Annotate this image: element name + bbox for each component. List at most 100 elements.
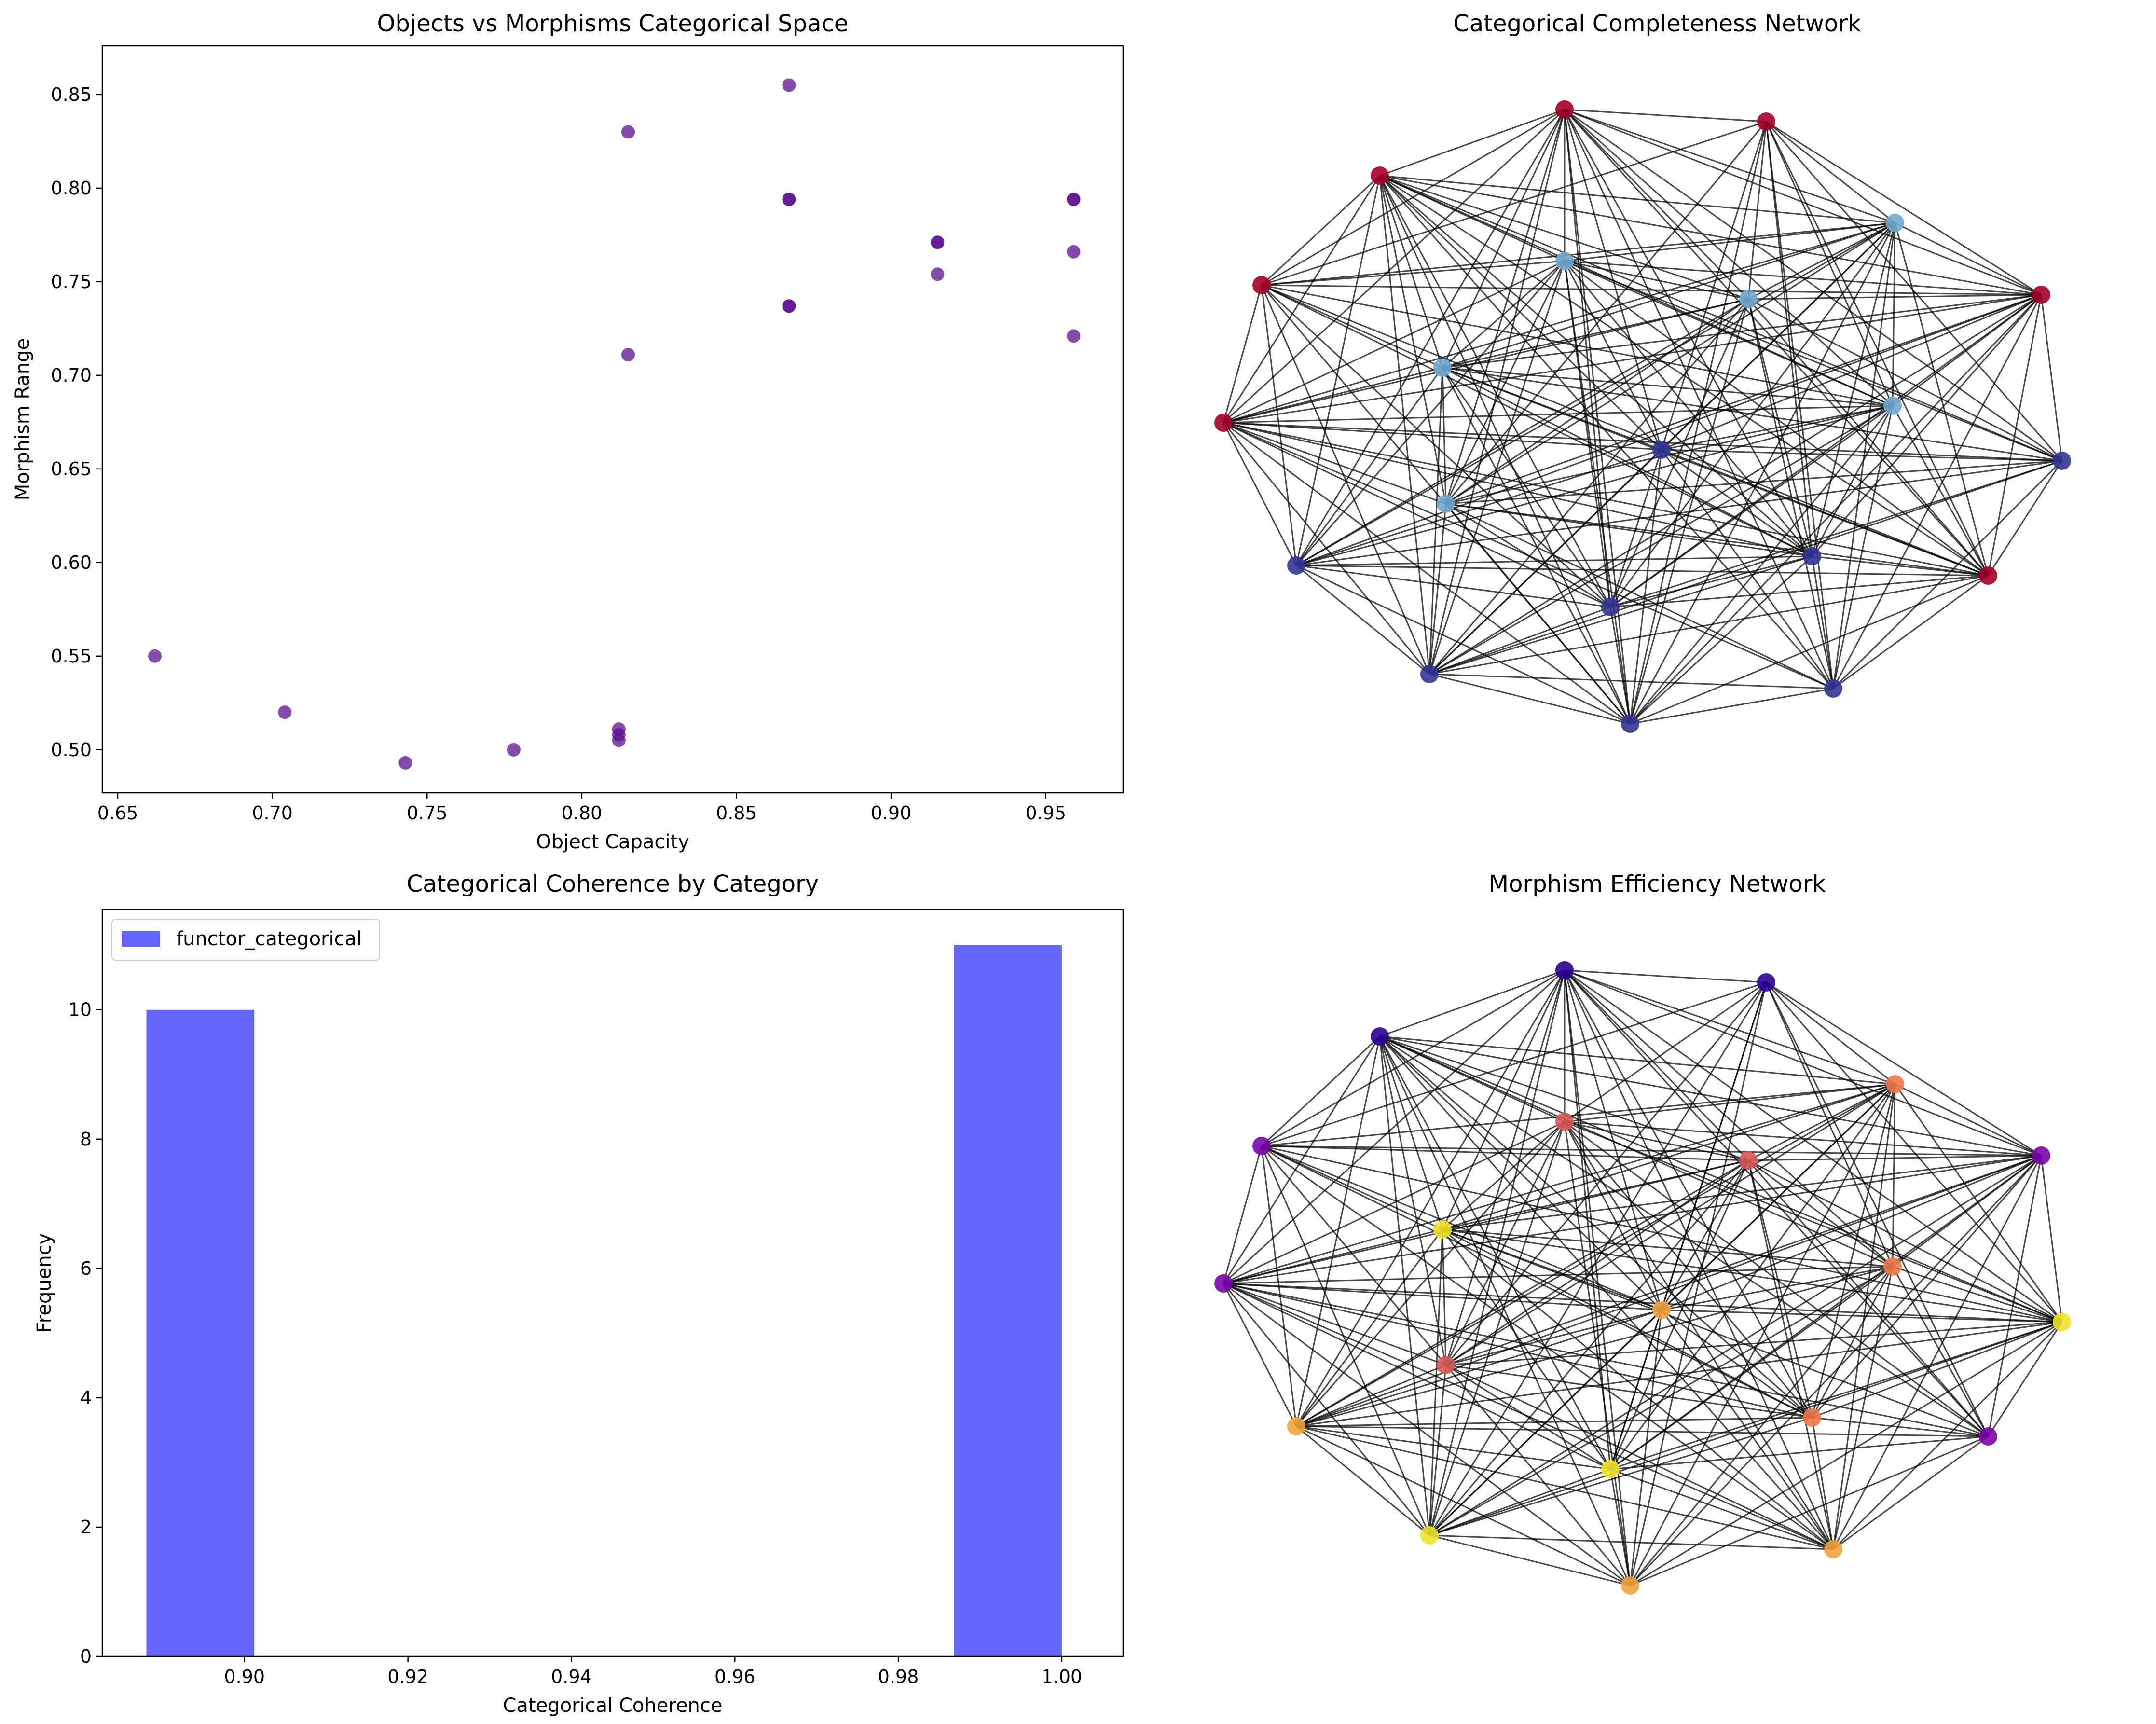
- network-edge: [1832, 222, 1896, 689]
- network-edge: [1429, 575, 1989, 675]
- efficiency-panel: Morphism Efficiency Network: [1214, 870, 2071, 1595]
- network-edge: [1379, 1035, 1662, 1311]
- network-edge: [1564, 969, 1749, 1161]
- legend-frame: [111, 919, 380, 961]
- network-node: [1652, 1301, 1671, 1319]
- network-edge: [1445, 294, 2042, 505]
- network-edge: [1564, 109, 1749, 300]
- network-edge: [1442, 1083, 1895, 1230]
- network-edge: [1564, 260, 1749, 300]
- network-edge: [1428, 982, 1767, 1536]
- network-node: [1601, 1460, 1620, 1478]
- network-edge: [1295, 175, 1381, 566]
- network-edge: [1223, 422, 2062, 462]
- network-edge: [1445, 298, 1749, 505]
- network-node: [1437, 495, 1455, 513]
- network-edge: [1442, 367, 2062, 462]
- x-tick-label: 0.92: [387, 1666, 428, 1687]
- x-tick-label: 0.65: [97, 802, 138, 824]
- scatter-point: [1067, 329, 1081, 343]
- network-edge: [1609, 1084, 1896, 1470]
- network-edge: [1442, 298, 1749, 369]
- network-edge: [1296, 1155, 2042, 1427]
- x-tick-label: 0.94: [551, 1666, 592, 1687]
- network-edge: [1442, 260, 1565, 369]
- network-edge: [1564, 260, 2062, 462]
- network-node: [1979, 1427, 1997, 1446]
- network-edge: [1445, 1364, 1611, 1470]
- network-edge: [1296, 565, 1430, 675]
- x-tick-label: 0.96: [714, 1666, 755, 1687]
- scatter-point: [148, 649, 162, 663]
- x-tick-label: 0.75: [407, 802, 448, 824]
- network-edge: [1661, 449, 2062, 462]
- network-edge: [1987, 1155, 2042, 1437]
- network-edge: [1564, 969, 2042, 1157]
- network-edge: [1811, 556, 1834, 689]
- network-edge: [1892, 294, 2042, 407]
- network-edge: [1564, 260, 2042, 296]
- network-edge: [1564, 969, 1895, 1085]
- network-edge: [1429, 606, 1611, 675]
- network-edge: [1747, 1160, 1834, 1550]
- histogram-legend: functor_categorical: [111, 919, 380, 961]
- scatter-point: [782, 299, 796, 313]
- network-edge: [1442, 1228, 1662, 1311]
- network-edge: [1564, 1121, 1662, 1310]
- network-edge: [1379, 1036, 1631, 1586]
- scatter-point: [1067, 193, 1081, 207]
- network-edge: [1379, 1036, 1611, 1470]
- network-edge: [1442, 367, 1893, 407]
- network-node: [1886, 1075, 1904, 1093]
- network-edge: [1223, 1283, 1834, 1550]
- network-edge: [1442, 1229, 1611, 1470]
- network-edge: [1379, 109, 1565, 177]
- network-edge: [1748, 1159, 1893, 1268]
- network-edge: [1766, 121, 2042, 296]
- network-edge: [1445, 261, 1566, 504]
- network-node: [2032, 1146, 2050, 1165]
- network-node: [1437, 1356, 1455, 1374]
- network-edge: [1445, 1155, 2042, 1366]
- network-edge: [1747, 299, 1989, 576]
- network-edge: [1610, 1435, 1989, 1470]
- x-tick-label: 0.95: [1025, 802, 1066, 824]
- network-edge: [1379, 175, 1813, 557]
- network-edge: [1428, 970, 1566, 1536]
- completeness-nodes: [1214, 100, 2071, 733]
- network-edge: [1222, 422, 1297, 566]
- network-node: [1652, 441, 1671, 459]
- network-edge: [1379, 175, 1443, 368]
- x-tick-label: 0.98: [878, 1666, 919, 1687]
- network-edge: [1445, 503, 1813, 557]
- network-node: [1433, 359, 1452, 377]
- histogram-y-axis: 0 2 4 6 8 10: [69, 999, 102, 1667]
- completeness-edges: [1222, 109, 2063, 725]
- network-node: [1287, 1417, 1305, 1435]
- network-edge: [1564, 261, 1611, 607]
- network-edge: [1832, 1266, 1894, 1550]
- network-edge: [1296, 1425, 1611, 1470]
- network-edge: [1661, 294, 2042, 451]
- network-edge: [1442, 294, 2042, 369]
- network-edge: [1296, 1364, 1446, 1427]
- network-edge: [1747, 1160, 1813, 1418]
- network-node: [1420, 1526, 1439, 1545]
- histogram-bar: [954, 945, 1062, 1656]
- scatter-point: [1067, 245, 1081, 259]
- network-edge: [1748, 222, 1895, 300]
- network-edge: [1832, 1155, 2042, 1550]
- network-edge: [1442, 367, 1447, 504]
- network-edge: [1661, 1309, 2062, 1323]
- network-edge: [1629, 1155, 2042, 1586]
- network-edge: [1295, 1036, 1381, 1427]
- histogram-y-label: Frequency: [33, 1233, 55, 1333]
- network-edge: [1811, 222, 1896, 557]
- network-edge: [1445, 1121, 1566, 1365]
- scatter-point: [278, 705, 292, 719]
- network-edge: [1296, 565, 1611, 608]
- y-tick-label: 0.55: [51, 646, 92, 667]
- network-edge: [1748, 294, 2042, 300]
- network-edge: [1261, 1145, 2062, 1323]
- network-edge: [1766, 981, 2042, 1157]
